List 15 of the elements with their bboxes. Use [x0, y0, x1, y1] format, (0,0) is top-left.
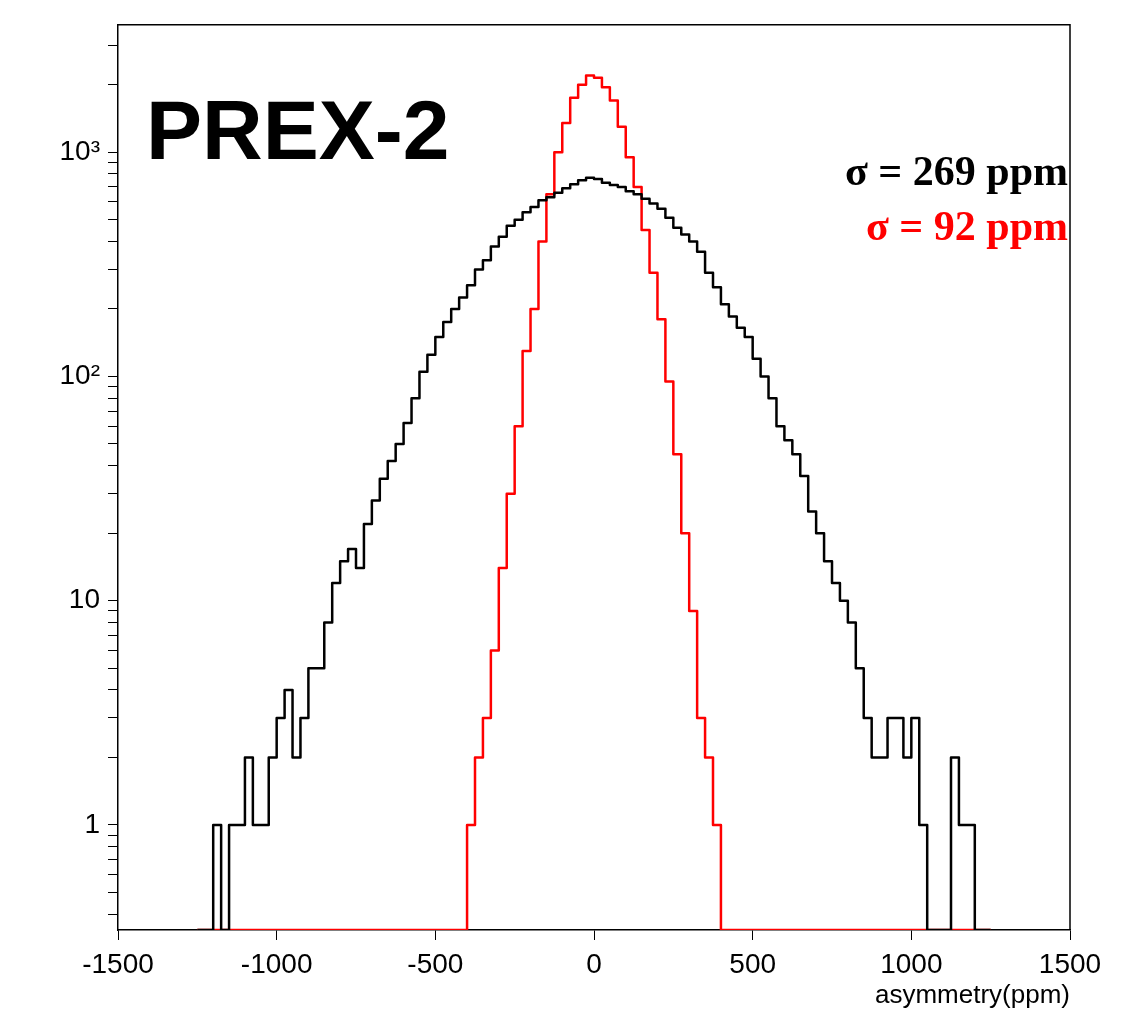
text: σ = 92 ppm: [866, 202, 1069, 249]
x-tick-label: 500: [729, 947, 777, 979]
text: σ = 269 ppm: [845, 147, 1069, 194]
y-tick-label: 1: [84, 807, 100, 839]
y-tick-label: 10²: [59, 359, 100, 391]
x-tick-label: -1500: [82, 947, 154, 979]
x-tick-label: 1500: [1038, 947, 1102, 979]
x-axis-title: asymmetry(ppm): [874, 979, 1070, 1010]
y-tick-label: 10³: [59, 134, 100, 166]
x-tick-label: 1000: [880, 947, 943, 979]
x-tick-label: 0: [586, 947, 602, 979]
text: PREX-2: [146, 82, 450, 177]
x-tick-label: -1000: [240, 947, 313, 979]
y-tick-label: 10: [68, 583, 100, 615]
x-tick-label: -500: [407, 947, 464, 979]
